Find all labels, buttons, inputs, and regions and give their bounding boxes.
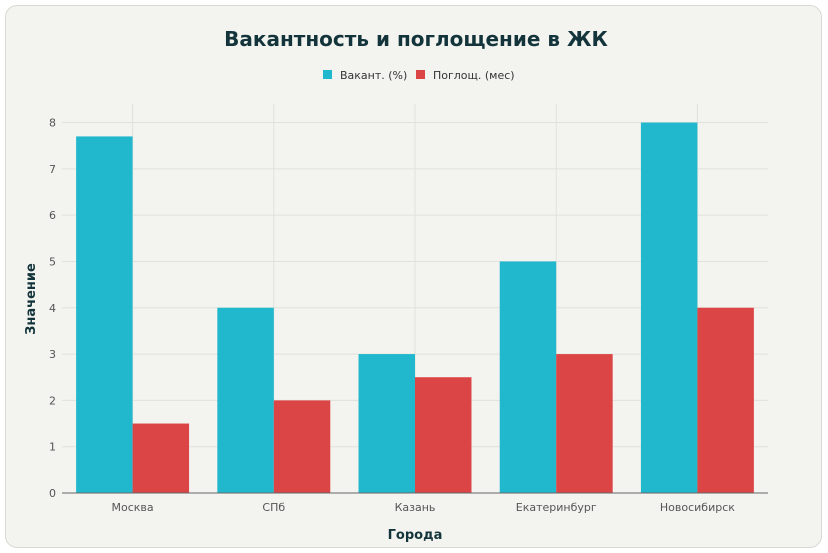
chart-title: Вакантность и поглощение в ЖК: [224, 27, 608, 51]
x-tick-label: Новосибирск: [660, 501, 735, 514]
y-tick-label: 0: [49, 487, 56, 500]
bar-absorption: [415, 377, 472, 493]
y-tick-label: 5: [49, 255, 56, 268]
y-tick-label: 3: [49, 348, 56, 361]
legend-swatch: [323, 70, 332, 79]
y-tick-label: 8: [49, 117, 56, 130]
bar-vacancy: [358, 354, 415, 493]
y-tick-label: 1: [49, 441, 56, 454]
y-tick-label: 4: [49, 302, 56, 315]
y-tick-label: 7: [49, 163, 56, 176]
bar-vacancy: [640, 122, 698, 494]
legend-label: Вакант. (%): [340, 69, 407, 82]
bar-absorption: [132, 423, 190, 493]
axes: 0 1 2 3 4 5 6 7 8 Москва СПб Казань Екатеринбург Ново…: [49, 117, 768, 514]
x-axis-title: Города: [388, 528, 443, 543]
bar-absorption: [273, 400, 331, 493]
y-tick-label: 6: [49, 209, 56, 222]
x-tick-label: СПб: [262, 501, 285, 514]
legend-label: Поглощ. (мес): [433, 69, 515, 82]
x-tick-label: Москва: [112, 501, 154, 514]
y-axis-title: Значение: [24, 263, 39, 335]
x-tick-label: Екатеринбург: [516, 501, 597, 514]
bar-absorption: [697, 307, 754, 493]
bar-absorption: [556, 354, 613, 493]
bars: [76, 122, 754, 494]
y-tick-label: 2: [49, 394, 56, 407]
bar-vacancy: [499, 261, 557, 493]
legend: Вакант. (%) Поглощ. (мес): [323, 69, 515, 82]
bar-vacancy: [217, 307, 274, 493]
legend-swatch: [416, 70, 425, 79]
x-tick-label: Казань: [395, 501, 436, 514]
bar-vacancy: [76, 136, 133, 493]
